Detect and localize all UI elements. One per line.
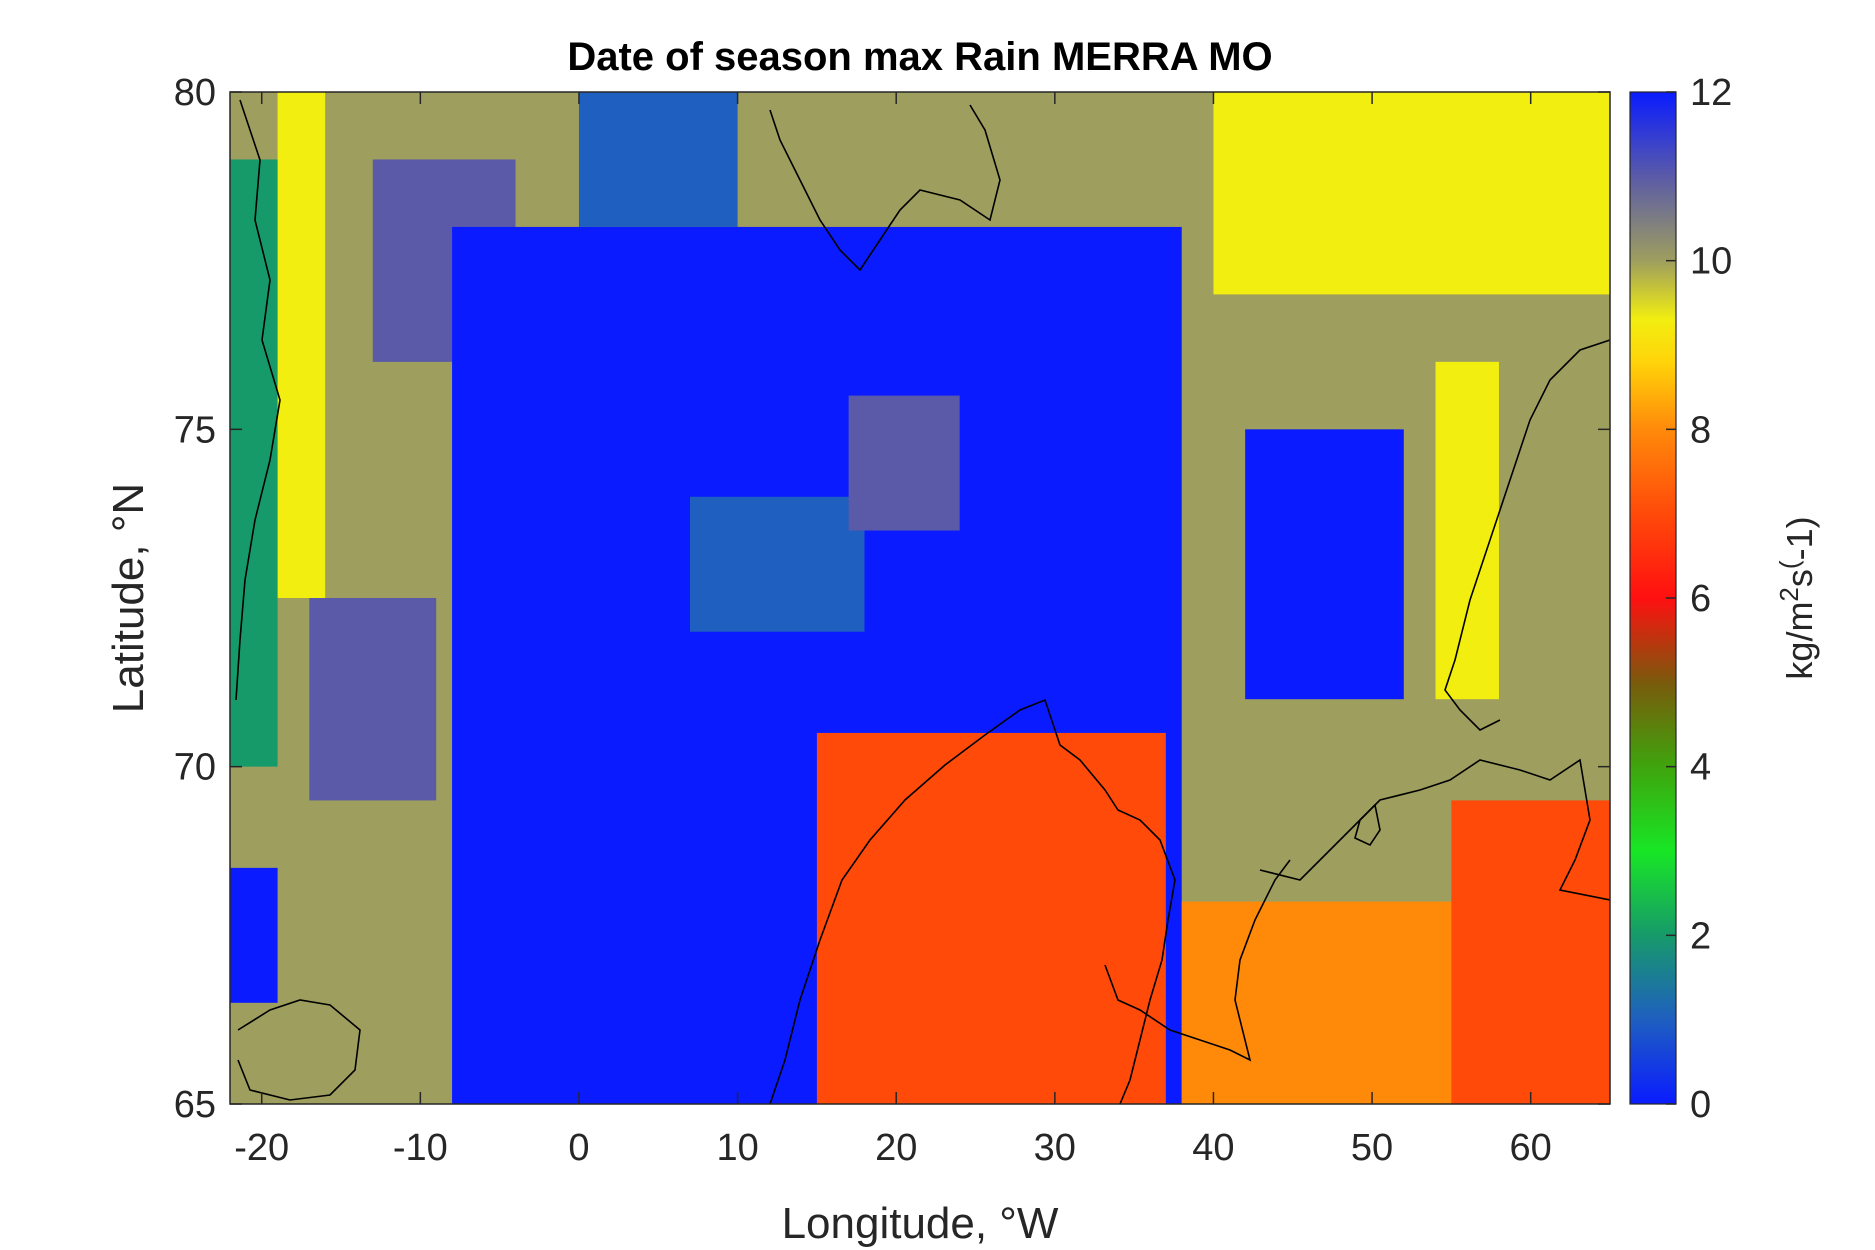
y-axis-label: Latitude, °N bbox=[104, 483, 153, 713]
colorbar-label-paren: ( bbox=[1774, 560, 1804, 569]
x-tick-label: -10 bbox=[393, 1127, 448, 1169]
x-tick-label: 30 bbox=[1034, 1127, 1076, 1169]
heatmap-region-14 bbox=[1435, 361, 1499, 700]
x-tick-label: 0 bbox=[568, 1127, 589, 1169]
colorbar-label: kg/m2s(-1) bbox=[1774, 516, 1820, 679]
heatmap-region-10 bbox=[848, 395, 960, 531]
colorbar-ticks: 0 2 4 6 8 10 12 bbox=[1666, 72, 1732, 1126]
coastline-greenland bbox=[235, 99, 281, 701]
x-tick-label: 50 bbox=[1351, 1127, 1393, 1169]
colorbar-tick-label: 6 bbox=[1690, 578, 1711, 620]
y-tick-label: 70 bbox=[174, 747, 216, 789]
heatmap-cells bbox=[230, 92, 1610, 1104]
colorbar-label-exponent: 2 bbox=[1774, 587, 1804, 601]
heatmap-region-11 bbox=[816, 732, 1166, 1104]
colorbar-label-end: -1) bbox=[1779, 516, 1820, 560]
colorbar-tick-label: 10 bbox=[1690, 241, 1732, 283]
colorbar-tick-label: 2 bbox=[1690, 915, 1711, 957]
lake-ladoga bbox=[1354, 803, 1381, 847]
heatmap-region-9 bbox=[690, 496, 865, 632]
coastlines bbox=[235, 99, 1610, 1104]
heatmap-region-8 bbox=[578, 92, 738, 227]
heatmap-region-1 bbox=[277, 92, 326, 598]
x-tick-label: 20 bbox=[875, 1127, 917, 1169]
chart-title: Date of season max Rain MERRA MO bbox=[567, 35, 1272, 79]
x-axis-label: Longitude, °W bbox=[782, 1199, 1059, 1248]
heatmap-region-7 bbox=[230, 867, 278, 1003]
x-tick-label: 10 bbox=[716, 1127, 758, 1169]
x-tick-label: 60 bbox=[1510, 1127, 1552, 1169]
heatmap-region-4 bbox=[309, 598, 437, 801]
x-tick-label: -20 bbox=[234, 1127, 289, 1169]
coastline-svalbard bbox=[769, 104, 1001, 272]
colorbar-tick-label: 0 bbox=[1690, 1084, 1711, 1126]
plot-frame bbox=[229, 91, 1611, 1105]
colorbar-label-s: s bbox=[1779, 569, 1820, 587]
x-axis: -20 -10 0 10 20 30 40 50 60 bbox=[234, 92, 1552, 1169]
coastline-kola-white-sea bbox=[1259, 758, 1610, 901]
colorbar-label-unit: kg/m bbox=[1779, 602, 1820, 680]
coastline-scandinavia bbox=[769, 698, 1176, 1104]
y-axis: 65 70 75 80 bbox=[174, 72, 1610, 1126]
coastline-novaya-zemlya bbox=[1444, 339, 1610, 731]
heatmap-region-6 bbox=[1245, 429, 1404, 700]
coastline-gulf-of-bothnia bbox=[1104, 859, 1291, 1062]
x-tick-label: 40 bbox=[1192, 1127, 1234, 1169]
y-tick-label: 80 bbox=[174, 72, 216, 114]
y-tick-label: 75 bbox=[174, 409, 216, 451]
colorbar-tick-label: 8 bbox=[1690, 409, 1711, 451]
colorbar-tick-label: 4 bbox=[1690, 747, 1711, 789]
coastline-iceland bbox=[237, 999, 361, 1101]
y-tick-label: 65 bbox=[174, 1084, 216, 1126]
heatmap-region-13 bbox=[1451, 800, 1610, 1104]
colorbar-tick-label: 12 bbox=[1690, 72, 1732, 114]
heatmap-region-2 bbox=[1213, 92, 1610, 295]
plot-area bbox=[230, 92, 1610, 1104]
